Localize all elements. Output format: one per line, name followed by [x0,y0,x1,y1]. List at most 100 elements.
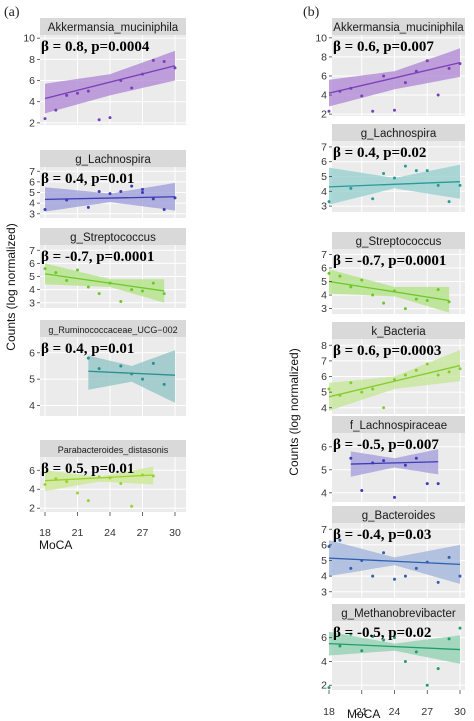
data-point [119,189,123,193]
data-point [447,637,451,641]
x-axis-a: 18 21 24 27 30 [39,512,181,539]
y-tick-label: 7 [29,166,35,178]
data-point [371,461,375,465]
data-point [327,544,331,548]
data-point [86,499,90,503]
data-point [371,574,375,578]
y-tick-label: 4 [321,656,327,668]
data-point [360,94,364,98]
x-tick-label: 27 [137,527,149,539]
data-point [382,459,386,463]
y-tick-label: 7 [321,141,327,153]
y-tick-label: 7 [321,249,327,261]
facet-title: Akkermansia_muciniphila [333,22,464,34]
data-point [458,626,462,630]
facet-b-2: g_Lachnospira β = 0.4, p=0.02 3 4 5 6 7 [321,124,465,213]
data-point [436,183,440,187]
y-tick-label: 7 [321,524,327,536]
data-point [447,555,451,559]
data-point [349,632,353,636]
data-point [119,364,123,368]
facet-title: k_Bacteria [371,326,426,338]
facet-strip [332,124,465,141]
y-tick-label: 2 [321,680,327,692]
x-axis-title-b: MoCA [347,707,380,721]
data-point [382,406,386,410]
data-point [371,634,375,638]
facet-strip [332,604,465,621]
facet-title: Parabacteroides_distasonis [58,445,169,455]
y-tick-label: 2 [321,109,327,121]
data-point [436,580,440,584]
x-axis-title-a: MoCA [39,538,72,552]
stat-annotation: β = 0.4, p=0.01 [41,171,134,187]
data-point [382,551,386,555]
data-point [436,93,440,97]
data-point [141,473,144,477]
data-point [151,474,155,478]
data-point [425,169,429,173]
confidence-band [45,263,165,303]
data-point [43,267,47,271]
stat-annotation: β = 0.6, p=0.0003 [333,343,441,359]
regression-line [328,181,461,188]
facet-strip [40,320,186,337]
confidence-band [45,466,154,492]
y-tick-label: 4 [29,96,35,108]
stat-annotation: β = 0.4, p=0.02 [333,145,426,161]
data-point [151,361,155,365]
data-point [425,362,429,366]
panel-label-a: (a) [4,5,20,20]
data-point [436,288,440,292]
data-point [393,495,396,499]
facet-b-3: g_Streptococcus β = -0.7, p=0.0001 34 5 67 [321,232,465,315]
data-point [349,456,353,460]
data-point [349,566,353,570]
facet-plots: Akkermansia_muciniphila β = 0.8, p=0.0004… [23,18,466,718]
data-point [86,89,90,93]
data-point [119,79,123,83]
regression-line [44,65,176,100]
data-point [141,72,144,76]
data-point [349,381,353,385]
facet-title: Akkermansia_muciniphila [48,22,179,34]
y-tick-label: 6 [29,75,35,87]
data-point [65,278,69,282]
data-point [393,577,396,581]
y-tick-label: 6 [29,176,35,188]
facet-b-6: g_Bacteroides β = -0.4, p=0.03 3 4 5 6 7 [321,506,465,598]
data-point [43,117,47,121]
y-tick-label: 5 [321,464,327,476]
y-tick-label: 3 [321,201,327,213]
x-tick-label: 21 [72,527,84,539]
y-tick-label: 6 [29,465,35,477]
data-point [54,477,58,481]
data-point [414,650,418,654]
data-point [97,475,101,479]
y-tick-label: 3 [29,208,35,220]
data-point [173,66,177,70]
data-point [382,74,386,78]
y-tick-label: 3 [29,297,35,309]
data-point [425,482,429,486]
data-point [414,169,418,173]
facet-a-1: Akkermansia_muciniphila β = 0.8, p=0.0004… [23,18,186,129]
data-point [403,659,407,663]
data-point [86,356,90,360]
data-point [108,116,112,120]
data-point [338,274,342,278]
y-tick-label: 5 [29,374,35,386]
y-tick-label: 2 [29,503,35,515]
stat-annotation: β = -0.5, p=0.007 [333,437,439,453]
x-axis-b: 18 21 24 27 30 [323,690,466,718]
data-point [162,208,166,211]
data-point [43,483,47,486]
data-point [382,638,386,642]
y-tick-label: 8 [321,340,327,352]
y-tick-label: 5 [321,387,327,399]
data-point [414,297,418,301]
y-tick-label: 6 [29,347,35,359]
facet-title: g_Streptococcus [356,236,442,248]
